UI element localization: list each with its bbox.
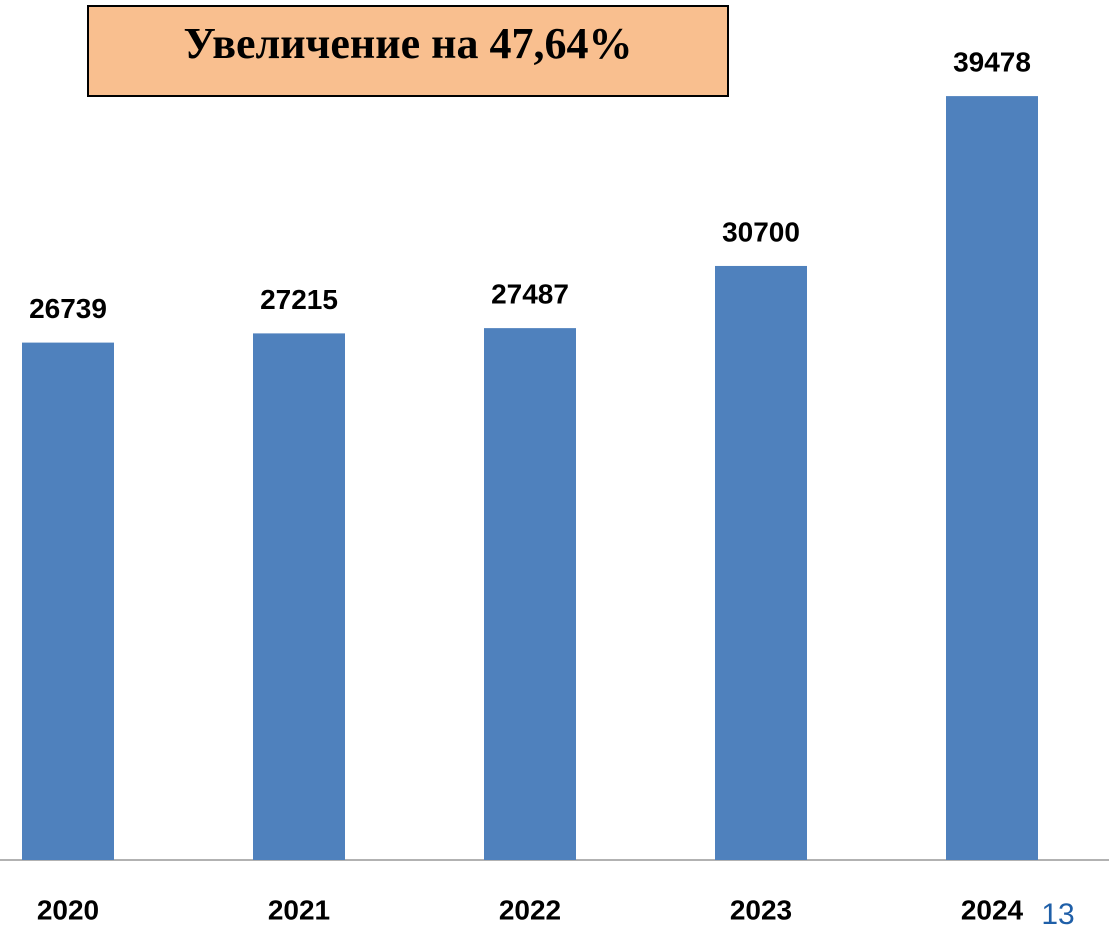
data-label: 27487 <box>491 279 569 310</box>
bar <box>946 96 1038 860</box>
bar <box>22 342 114 860</box>
data-label: 26739 <box>29 293 107 324</box>
page-number: 13 <box>1041 898 1074 930</box>
bar <box>715 265 807 861</box>
x-tick-label: 2021 <box>268 894 330 925</box>
data-label: 30700 <box>722 216 800 247</box>
data-label: 39478 <box>953 46 1031 77</box>
x-tick-label: 2022 <box>499 894 561 925</box>
x-tick-label: 2023 <box>730 894 792 925</box>
data-label: 27215 <box>260 284 338 315</box>
x-tick-label: 2020 <box>37 894 99 925</box>
bar <box>253 333 345 860</box>
x-tick-label: 2024 <box>961 894 1024 925</box>
annotation: Увеличение на 47,64% <box>184 19 633 68</box>
bar <box>484 328 576 860</box>
annotation-box <box>87 5 729 97</box>
